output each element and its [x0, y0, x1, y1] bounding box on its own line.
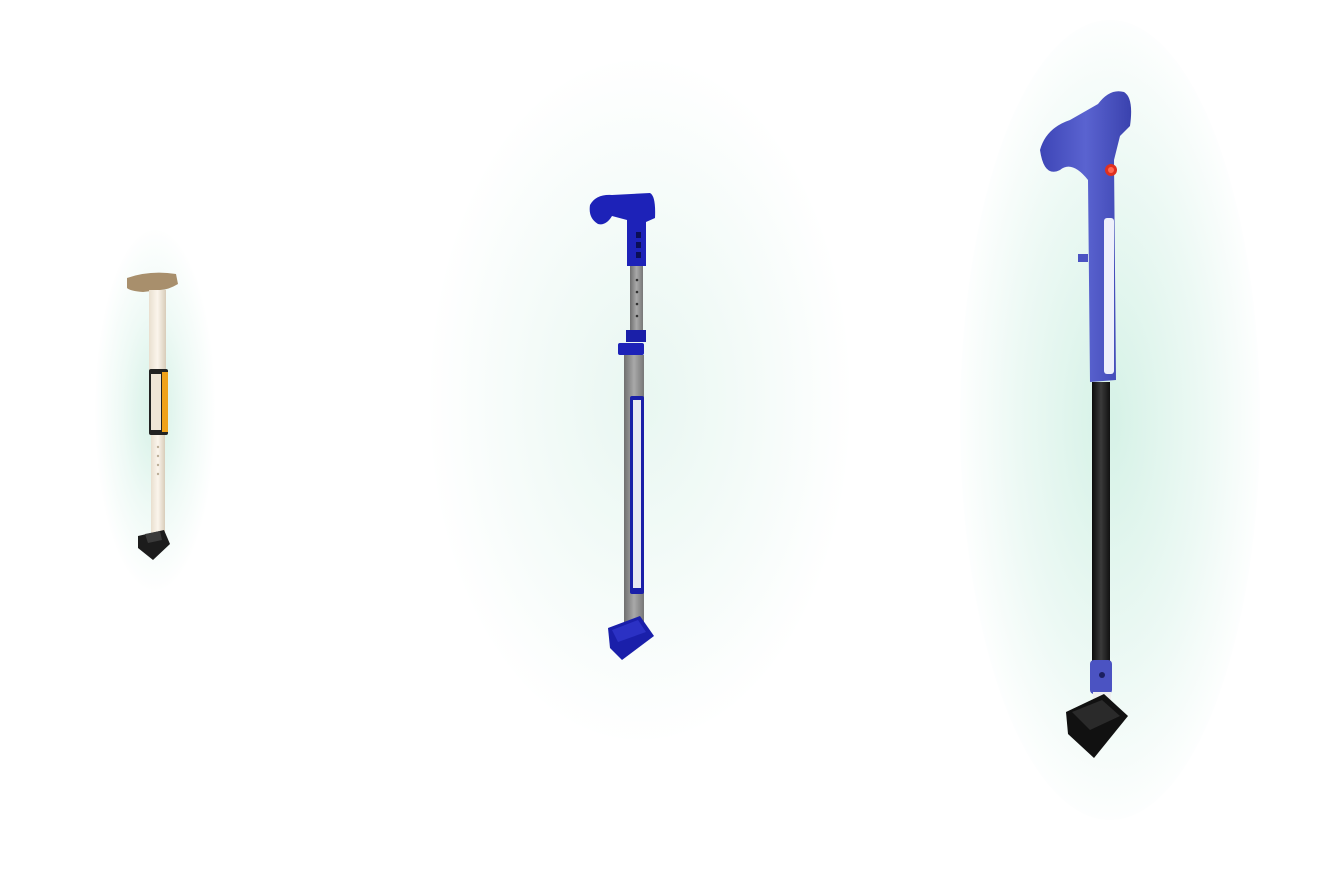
- small-cane-handle: [127, 272, 178, 292]
- small-cane-upper-shaft: [149, 290, 166, 370]
- small-cane-tip: [138, 530, 170, 560]
- small-cane-lower-shaft: [151, 435, 165, 535]
- medium-cane-handle: [589, 193, 656, 266]
- large-cane-handle: [1040, 91, 1132, 382]
- medium-cane-upper-shaft: [630, 266, 643, 332]
- large-cane-reflector: [1104, 218, 1114, 374]
- small-cane-reflector: [162, 372, 168, 432]
- medium-cane-clamp: [626, 330, 646, 342]
- large-cane-shaft: [1092, 382, 1110, 664]
- large-cane: [1040, 91, 1132, 758]
- medium-cane-tip: [608, 616, 654, 660]
- small-cane: [127, 272, 178, 560]
- medium-cane: [589, 193, 656, 660]
